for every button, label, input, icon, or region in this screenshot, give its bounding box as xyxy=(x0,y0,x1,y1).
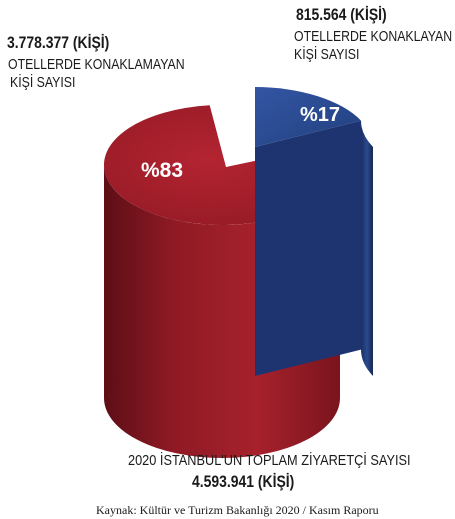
slice-2-description-line-1: OTELLERDE KONAKLAYAN xyxy=(294,28,453,45)
slice-2-value-label: 815.564 (KİŞİ) xyxy=(296,5,387,24)
slice-1-percent-label: %83 xyxy=(141,159,183,182)
slice-2-cut-face xyxy=(255,120,361,376)
slice-2-side xyxy=(360,120,373,376)
slice-1-description-line-1: OTELLERDE KONAKLAMAYAN xyxy=(8,56,185,73)
slice-2-description-line-2: KİŞİ SAYISI xyxy=(294,46,360,63)
slice-1-description-line-2: KİŞİ SAYISI xyxy=(10,74,76,91)
slice-2-top xyxy=(255,87,361,147)
source-note: Kaynak: Kültür ve Turizm Bakanlığı 2020 … xyxy=(96,503,379,517)
slice-2-percent-label: %17 xyxy=(300,104,340,126)
slice-1-value-label: 3.778.377 (KİŞİ) xyxy=(7,33,110,52)
total-value-label: 4.593.941 (KİŞİ) xyxy=(192,472,295,491)
total-caption: 2020 İSTANBUL'UN TOPLAM ZİYARETÇİ SAYISI xyxy=(128,452,411,469)
